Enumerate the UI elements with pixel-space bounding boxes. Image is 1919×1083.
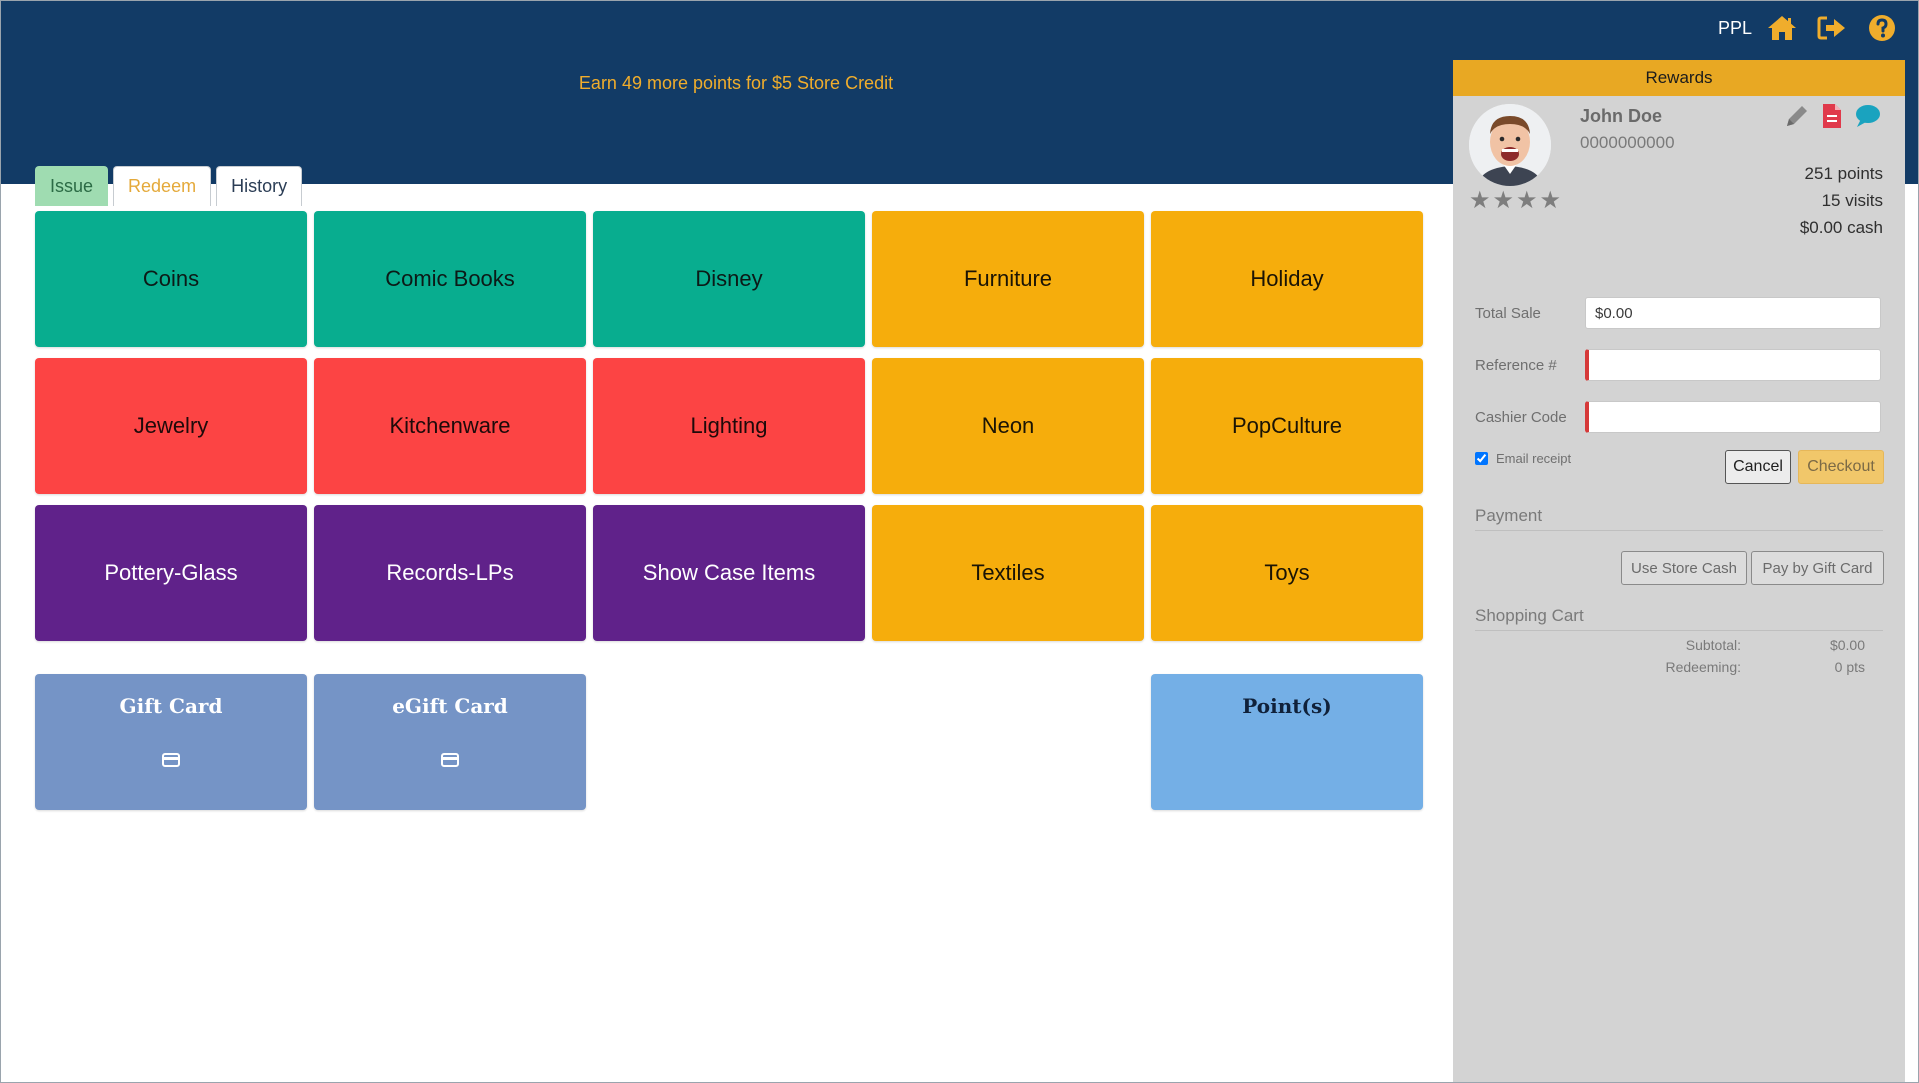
category-tile-textiles[interactable]: Textiles (872, 505, 1144, 641)
category-tile-neon[interactable]: Neon (872, 358, 1144, 494)
customer-actions (1783, 102, 1881, 135)
reference-input[interactable] (1585, 349, 1881, 381)
use-store-cash-button[interactable]: Use Store Cash (1621, 551, 1747, 585)
tab-issue[interactable]: Issue (35, 166, 109, 206)
reference-label: Reference # (1475, 356, 1557, 374)
cashier-code-label: Cashier Code (1475, 408, 1567, 426)
category-tile-pottery-glass[interactable]: Pottery-Glass (35, 505, 307, 641)
customer-name: John Doe (1580, 106, 1663, 126)
customer-phone: 0000000000 (1580, 133, 1675, 152)
subtotal-value: $0.00 (1829, 637, 1865, 653)
redeeming-value: 0 pts (1834, 659, 1865, 675)
category-tile-disney[interactable]: Disney (593, 211, 865, 347)
category-tile-kitchenware[interactable]: Kitchenware (314, 358, 586, 494)
top-toolbar: PPL (1718, 13, 1898, 43)
edit-pencil-icon[interactable] (1783, 102, 1811, 135)
category-tile-lighting[interactable]: Lighting (593, 358, 865, 494)
total-sale-label: Total Sale (1475, 304, 1541, 322)
category-tile-toys[interactable]: Toys (1151, 505, 1423, 641)
customer-avatar (1469, 104, 1551, 186)
document-icon[interactable] (1821, 102, 1843, 135)
cancel-button[interactable]: Cancel (1725, 450, 1791, 484)
tab-bar: Issue Redeem History (35, 166, 303, 206)
tab-history[interactable]: History (216, 166, 303, 206)
star-icon: ★ (1539, 187, 1562, 214)
rewards-title: Rewards (1453, 60, 1905, 96)
category-tile-holiday[interactable]: Holiday (1151, 211, 1423, 347)
credit-card-icon (441, 748, 459, 772)
category-tile-show-case-items[interactable]: Show Case Items (593, 505, 865, 641)
visit-count: 15 visits (1821, 191, 1883, 210)
email-receipt-label: Email receipt (1496, 451, 1572, 466)
gift-card-label: Gift Card (119, 694, 223, 718)
points-label: Point(s) (1242, 694, 1332, 718)
category-tile-furniture[interactable]: Furniture (872, 211, 1144, 347)
category-tile-records-lps[interactable]: Records-LPs (314, 505, 586, 641)
email-receipt-row: Email receipt (1475, 451, 1571, 466)
star-icon: ★ (1492, 187, 1515, 214)
rating-stars: ★ ★ ★ ★ (1469, 186, 1561, 215)
chat-bubble-icon[interactable] (1853, 103, 1881, 134)
points-tile[interactable]: Point(s) (1151, 674, 1423, 810)
home-icon[interactable] (1766, 12, 1798, 44)
tab-redeem[interactable]: Redeem (113, 166, 212, 206)
star-icon: ★ (1469, 187, 1491, 214)
cashier-code-row: Cashier Code (1475, 400, 1883, 434)
category-tile-jewelry[interactable]: Jewelry (35, 358, 307, 494)
rewards-panel: Rewards ★ ★ ★ ★ John Doe 0000000000 (1453, 60, 1905, 1082)
reference-row: Reference # (1475, 348, 1883, 382)
category-tile-comic-books[interactable]: Comic Books (314, 211, 586, 347)
pay-by-gift-card-button[interactable]: Pay by Gift Card (1751, 551, 1884, 585)
checkout-button[interactable]: Checkout (1798, 450, 1884, 484)
credit-card-icon (162, 748, 180, 772)
promo-message: Earn 49 more points for $5 Store Credit (578, 73, 894, 93)
total-sale-input[interactable] (1585, 297, 1881, 329)
payment-section-title: Payment (1475, 506, 1883, 531)
cashier-code-input[interactable] (1585, 401, 1881, 433)
category-tile-popculture[interactable]: PopCulture (1151, 358, 1423, 494)
total-sale-row: Total Sale (1475, 296, 1883, 330)
subtotal-label: Subtotal: (1685, 637, 1741, 653)
category-tile-coins[interactable]: Coins (35, 211, 307, 347)
star-icon: ★ (1516, 187, 1538, 214)
email-receipt-checkbox[interactable] (1475, 452, 1488, 465)
cash-balance: $0.00 cash (1799, 218, 1883, 237)
shopping-cart-title: Shopping Cart (1475, 606, 1883, 631)
help-icon[interactable] (1866, 12, 1898, 44)
points-balance: 251 points (1804, 164, 1883, 183)
egift-card-label: eGift Card (392, 694, 508, 718)
redeeming-label: Redeeming: (1665, 659, 1742, 675)
logout-icon[interactable] (1816, 12, 1848, 44)
user-label: PPL (1717, 17, 1752, 38)
egift-card-tile[interactable]: eGift Card (314, 674, 586, 810)
gift-card-tile[interactable]: Gift Card (35, 674, 307, 810)
customer-stats: 251 points 15 visits $0.00 cash (1800, 160, 1883, 241)
